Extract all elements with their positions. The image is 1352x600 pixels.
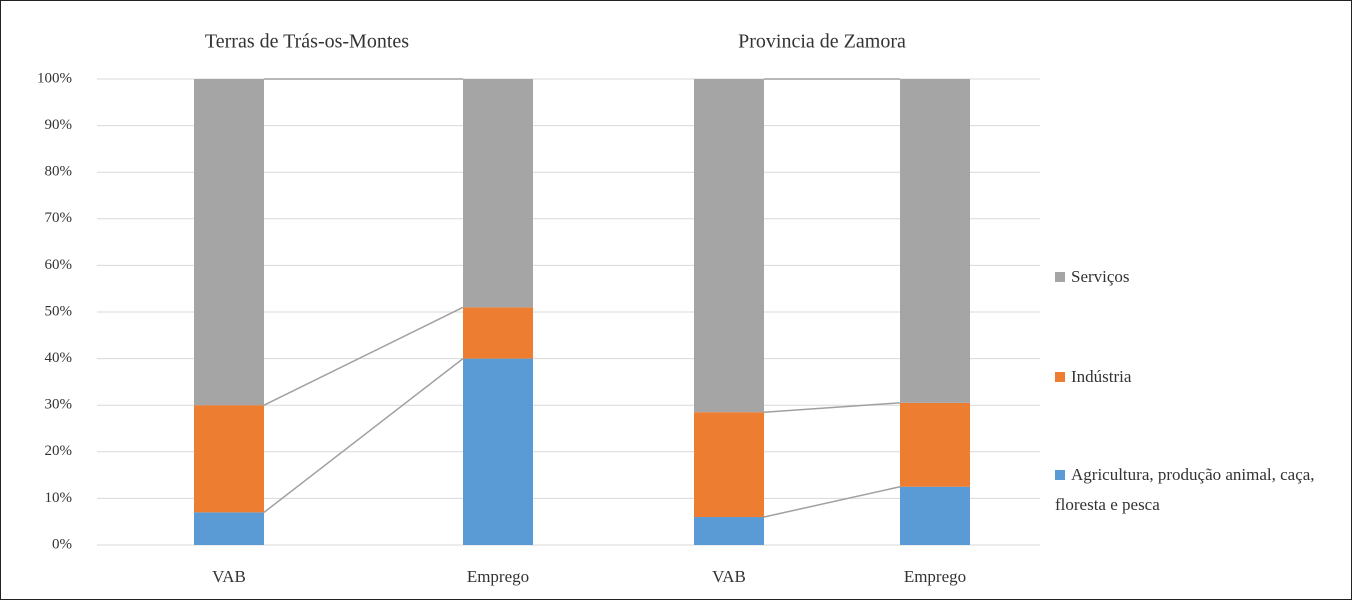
bar-segment	[194, 79, 264, 406]
legend-label: Indústria	[1071, 367, 1132, 386]
y-tick-label: 40%	[45, 350, 73, 366]
series-connector	[763, 402, 901, 413]
y-tick-label: 60%	[45, 257, 73, 273]
bar-segment	[463, 307, 533, 359]
y-tick-label: 0%	[52, 536, 72, 552]
bar-segment	[694, 517, 764, 545]
legend-swatch	[1055, 470, 1065, 480]
bar-segment	[900, 79, 970, 403]
legend-item: Serviços	[1055, 262, 1345, 292]
legend-item: Agricultura, produção animal, caça, flor…	[1055, 460, 1345, 520]
bar-segment	[194, 405, 264, 513]
group-title: Terras de Trás-os-Montes	[205, 31, 409, 53]
legend-swatch	[1055, 272, 1065, 282]
bar-segment	[463, 79, 533, 308]
y-tick-label: 90%	[45, 117, 73, 133]
legend-item: Indústria	[1055, 362, 1345, 392]
y-tick-label: 100%	[37, 70, 72, 86]
y-tick-label: 80%	[45, 164, 73, 180]
x-tick-label: VAB	[712, 567, 746, 586]
y-tick-label: 30%	[45, 397, 73, 413]
bar-segment	[900, 402, 970, 487]
series-connector	[263, 306, 464, 406]
bar-segment	[194, 512, 264, 545]
bar-segment	[463, 358, 533, 545]
legend-label: Agricultura, produção animal, caça, flor…	[1055, 465, 1315, 514]
y-tick-label: 70%	[45, 210, 73, 226]
x-tick-label: Emprego	[904, 567, 966, 586]
bar-segment	[694, 412, 764, 518]
group-title: Provincia de Zamora	[738, 31, 906, 53]
y-tick-label: 10%	[45, 490, 73, 506]
bar-segment	[900, 486, 970, 545]
legend-swatch	[1055, 372, 1065, 382]
legend-label: Serviços	[1071, 267, 1130, 286]
x-tick-label: VAB	[212, 567, 246, 586]
y-tick-label: 50%	[45, 303, 73, 319]
x-tick-label: Emprego	[467, 567, 529, 586]
series-connector	[763, 486, 901, 518]
bar-segment	[694, 79, 764, 413]
y-tick-label: 20%	[45, 443, 73, 459]
series-connector	[263, 358, 464, 513]
